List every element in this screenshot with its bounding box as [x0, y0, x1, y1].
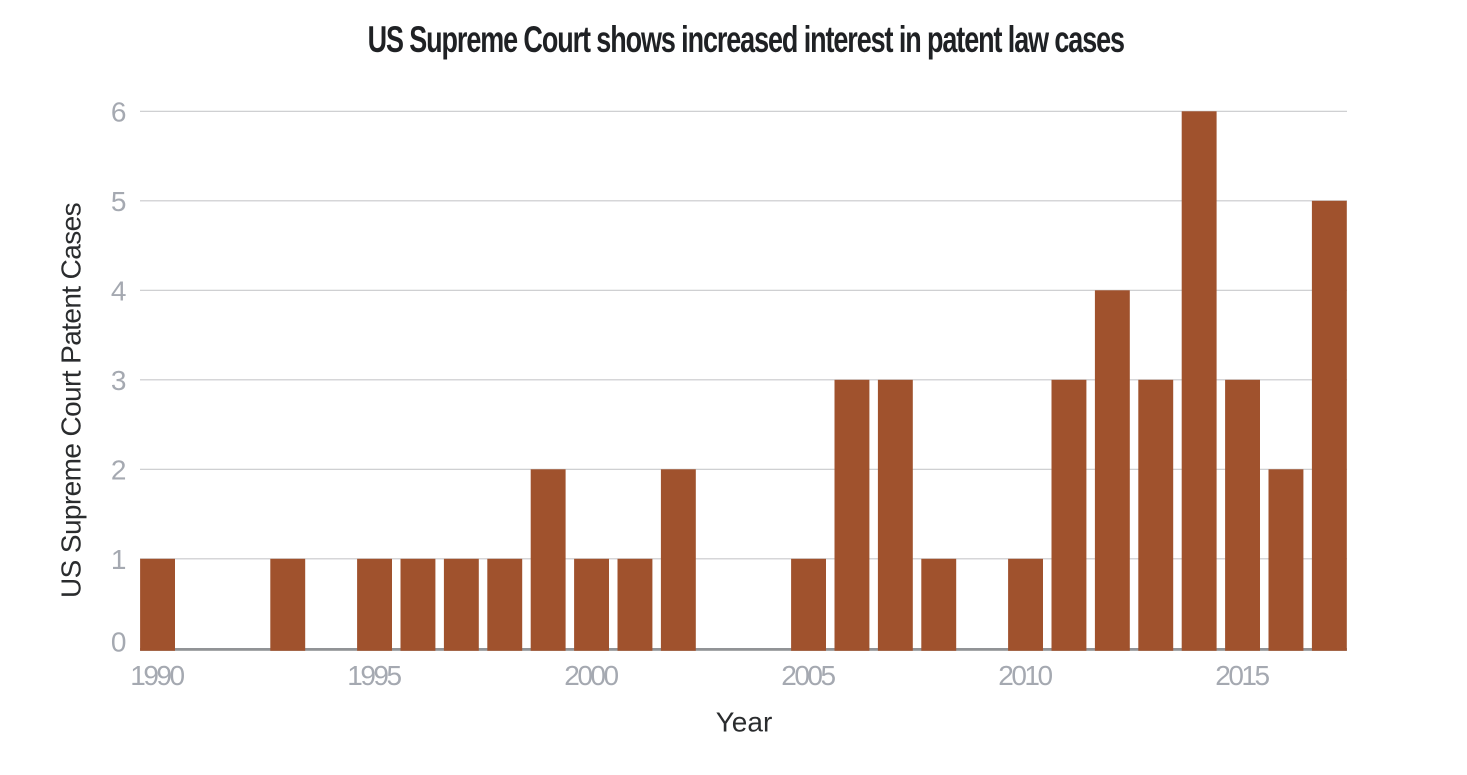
svg-text:2010: 2010	[998, 660, 1052, 691]
svg-text:2: 2	[111, 455, 127, 486]
svg-text:4: 4	[111, 276, 127, 307]
svg-text:1: 1	[111, 544, 127, 575]
svg-text:US Supreme Court Patent Cases: US Supreme Court Patent Cases	[56, 203, 87, 598]
svg-text:0: 0	[111, 626, 127, 657]
svg-text:1990: 1990	[130, 660, 184, 691]
svg-text:5: 5	[111, 186, 127, 217]
svg-text:3: 3	[111, 365, 127, 396]
svg-text:2015: 2015	[1215, 660, 1269, 691]
svg-text:Year: Year	[716, 706, 773, 737]
svg-text:6: 6	[111, 97, 127, 128]
svg-text:US Supreme Court shows increas: US Supreme Court shows increased interes…	[368, 17, 1124, 59]
svg-text:2000: 2000	[564, 660, 618, 691]
svg-text:1995: 1995	[347, 660, 401, 691]
svg-text:2005: 2005	[781, 660, 835, 691]
